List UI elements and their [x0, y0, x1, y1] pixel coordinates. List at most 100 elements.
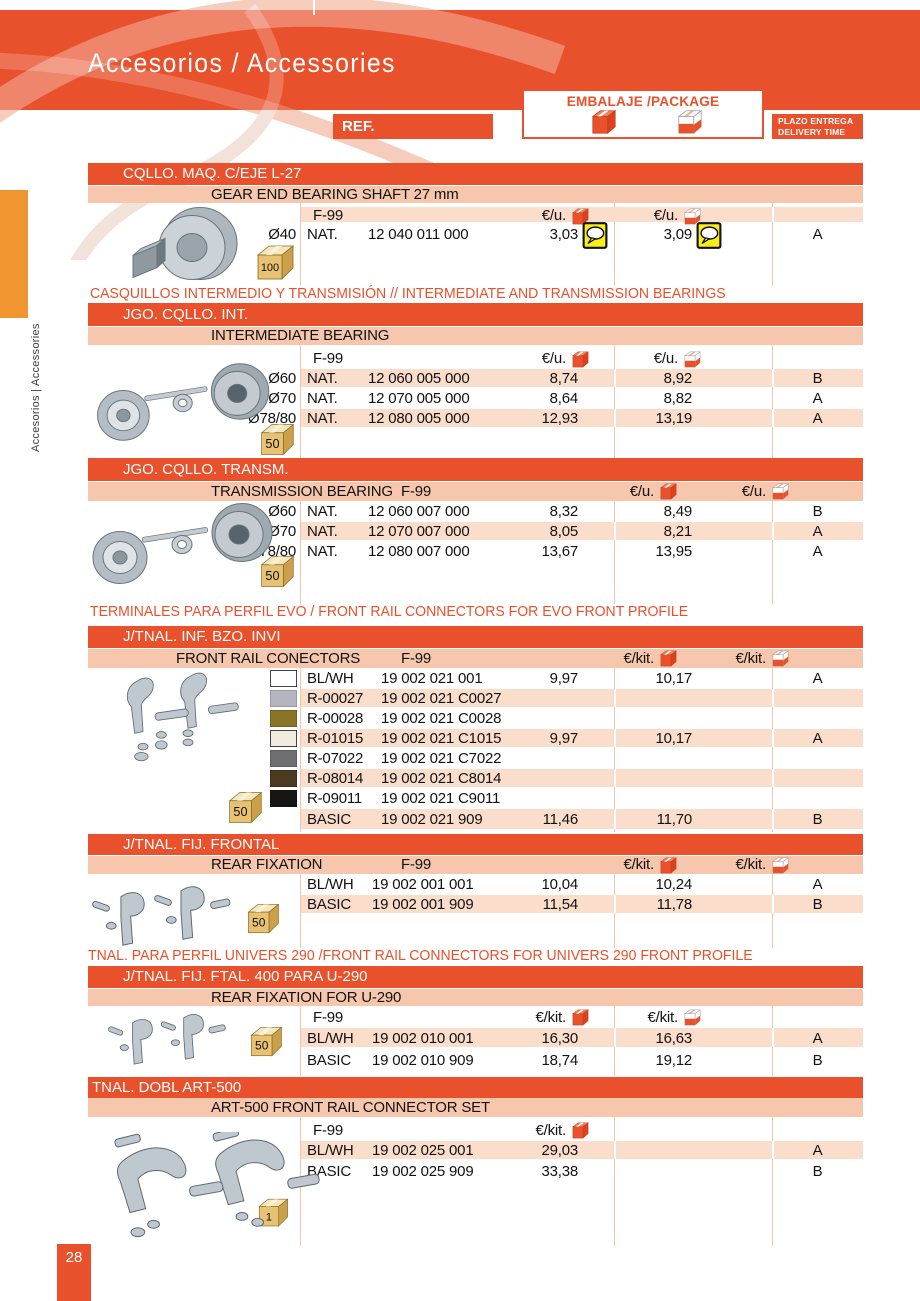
table-row: R-08014 19 002 021 C8014: [0, 769, 920, 789]
product-name-en: TRANSMISSION BEARING: [211, 483, 393, 500]
column-divider: [300, 501, 301, 604]
color-cell: R-07022: [307, 750, 364, 767]
price-cell: 16,63: [655, 1030, 692, 1047]
delivery-time-header: PLAZO ENTREGA DELIVERY TIME: [772, 114, 863, 139]
profile-label: F-99: [313, 350, 344, 367]
package-partial-icon: [683, 206, 702, 227]
product-name-en: FRONT RAIL CONECTORS: [176, 650, 361, 667]
color-cell: R-08014: [307, 770, 364, 787]
package-qty-icon: 100: [252, 242, 298, 284]
row-highlight: [301, 729, 863, 747]
package-full-icon: [571, 206, 590, 227]
ref-code-cell: 19 002 021 C9011: [381, 790, 501, 807]
ref-code-cell: 12 060 007 000: [368, 503, 470, 520]
section-header: J/TNAL. FIJ. FTAL. 400 PARA U-290: [88, 966, 863, 988]
package-qty-icon: 50: [256, 421, 298, 459]
product-name-en: ART-500 FRONT RAIL CONNECTOR SET: [211, 1099, 490, 1116]
product-image: [103, 202, 253, 297]
package-qty-icon: 50: [243, 901, 283, 937]
ref-code-cell: 19 002 025 001: [372, 1142, 474, 1159]
product-name-en: REAR FIXATION: [211, 856, 323, 873]
price-cell: 3,03: [549, 226, 579, 243]
section-subheader: REAR FIXATION FOR U-290: [88, 989, 863, 1006]
row-highlight: [301, 769, 863, 787]
column-divider: [300, 345, 301, 458]
table-row: BASIC 19 002 010 909 18,74 19,12 B: [0, 1049, 920, 1073]
delivery-cell: A: [812, 410, 823, 427]
ref-code-cell: 19 002 021 909: [381, 811, 483, 828]
price-unit-label: €/kit.: [623, 856, 655, 873]
package-header: EMBALAJE /PACKAGE: [522, 89, 764, 139]
column-divider: [300, 203, 301, 286]
ref-code-cell: 12 070 007 000: [368, 523, 470, 540]
table-row: Ø78/80 NAT. 12 080 005 000 12,93 13,19 A: [0, 409, 920, 429]
section-header: CQLLO. MAQ. C/EJE L-27: [88, 163, 863, 185]
delivery-cell: B: [812, 370, 823, 387]
column-gap: [772, 369, 774, 387]
section-subheader: TRANSMISSION BEARING F-99 €/u. €/u.: [88, 482, 863, 501]
ref-code-cell: 12 080 007 000: [368, 543, 470, 560]
column-gap: [772, 895, 774, 913]
delivery-cell: A: [812, 1142, 823, 1159]
ref-code-cell: 12 070 005 000: [368, 390, 470, 407]
price-unit-label: €/kit.: [735, 856, 767, 873]
package-partial-icon: [676, 108, 704, 136]
table-row: BASIC 19 002 021 909 11,46 11,70 B: [0, 809, 920, 831]
page-title: Accesorios / Accessories: [88, 48, 396, 78]
column-gap: [772, 769, 774, 787]
column-gap: [614, 769, 616, 787]
delivery-cell: A: [812, 523, 823, 540]
profile-label: F-99: [313, 207, 344, 224]
profile-label: F-99: [401, 483, 432, 500]
table-row: BL/WH 19 002 021 001 9,97 10,17 A: [0, 669, 920, 689]
section-subheader: GEAR END BEARING SHAFT 27 mm: [88, 186, 863, 203]
column-gap: [772, 729, 774, 747]
package-full-icon: [659, 481, 678, 502]
table-row: Ø78/80 NAT. 12 080 007 000 13,67 13,95 A: [0, 542, 920, 562]
ref-code-cell: 19 002 021 C7022: [381, 750, 502, 767]
delivery-cell: B: [812, 1163, 823, 1180]
product-image: [88, 878, 243, 958]
column-divider: [300, 874, 301, 948]
column-gap: [772, 809, 774, 829]
ref-code-cell: 19 002 021 C0027: [381, 690, 502, 707]
column-gap: [772, 409, 774, 427]
color-cell: BASIC: [307, 811, 352, 828]
color-cell: BASIC: [307, 896, 352, 913]
profile-label: F-99: [313, 1122, 344, 1139]
product-name-en: REAR FIXATION FOR U-290: [211, 989, 402, 1006]
profile-label: F-99: [313, 1009, 344, 1026]
color-cell: R-00027: [307, 690, 364, 707]
delivery-line2: DELIVERY TIME: [778, 127, 846, 137]
section-subheader: REAR FIXATION F-99 €/kit. €/kit.: [88, 856, 863, 874]
delivery-cell: B: [812, 503, 823, 520]
column-gap: [772, 207, 774, 222]
column-divider: [614, 501, 615, 604]
column-divider: [772, 203, 773, 286]
section-header: JGO. CQLLO. INT.: [88, 303, 863, 326]
header-band: [0, 0, 920, 260]
color-cell: R-01015: [307, 730, 364, 747]
color-cell: NAT.: [307, 503, 338, 520]
color-swatch: [270, 710, 297, 727]
sidebar-tab: [0, 190, 28, 318]
page-number: 28: [57, 1244, 91, 1301]
column-divider: [614, 668, 615, 832]
color-cell: NAT.: [307, 390, 338, 407]
color-swatch: [270, 690, 297, 707]
size-cell: Ø78/80: [247, 410, 296, 427]
table-row: R-00027 19 002 021 C0027: [0, 689, 920, 709]
price-cell: 9,97: [549, 730, 579, 747]
price-cell: 16,30: [541, 1030, 578, 1047]
color-cell: NAT.: [307, 543, 338, 560]
package-partial-icon: [771, 481, 790, 502]
column-gap: [614, 809, 616, 829]
table-row: BL/WH 19 002 025 001 29,03 A: [0, 1141, 920, 1161]
delivery-line1: PLAZO ENTREGA: [778, 116, 854, 126]
package-qty-icon: 1: [254, 1196, 292, 1230]
ref-code-cell: 19 002 021 001: [381, 670, 483, 687]
delivery-cell: B: [812, 1052, 823, 1069]
color-cell: BL/WH: [307, 876, 354, 893]
color-cell: BASIC: [307, 1052, 352, 1069]
